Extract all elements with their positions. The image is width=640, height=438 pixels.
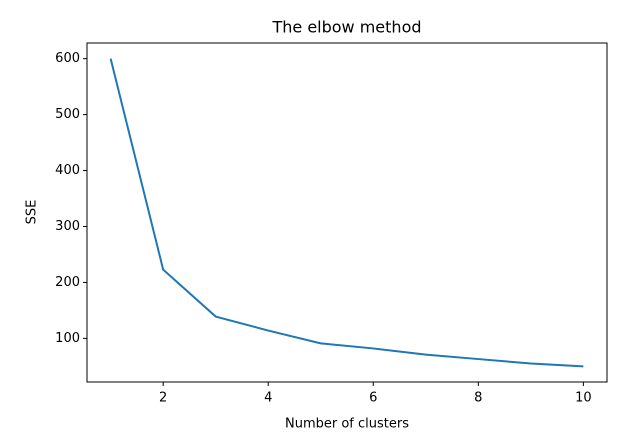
- line: [109, 58, 584, 368]
- x-tick-label: 10: [575, 391, 592, 406]
- x-tick-label: 6: [369, 391, 377, 406]
- y-tick-label: 400: [55, 163, 80, 178]
- y-tick-label: 100: [55, 331, 80, 346]
- x-axis-label: Number of clusters: [285, 417, 409, 432]
- chart-title: The elbow method: [271, 18, 421, 37]
- x-tick-label: 4: [264, 391, 272, 406]
- x-tick-label: 2: [159, 391, 167, 406]
- y-tick-label: 300: [55, 219, 80, 234]
- y-tick-label: 600: [55, 51, 80, 66]
- x-tick-label: 8: [474, 391, 482, 406]
- y-tick-label: 200: [55, 275, 80, 290]
- plot-frame: [86, 42, 608, 383]
- y-axis-label: SSE: [25, 200, 40, 225]
- y-tick-label: 500: [55, 107, 80, 122]
